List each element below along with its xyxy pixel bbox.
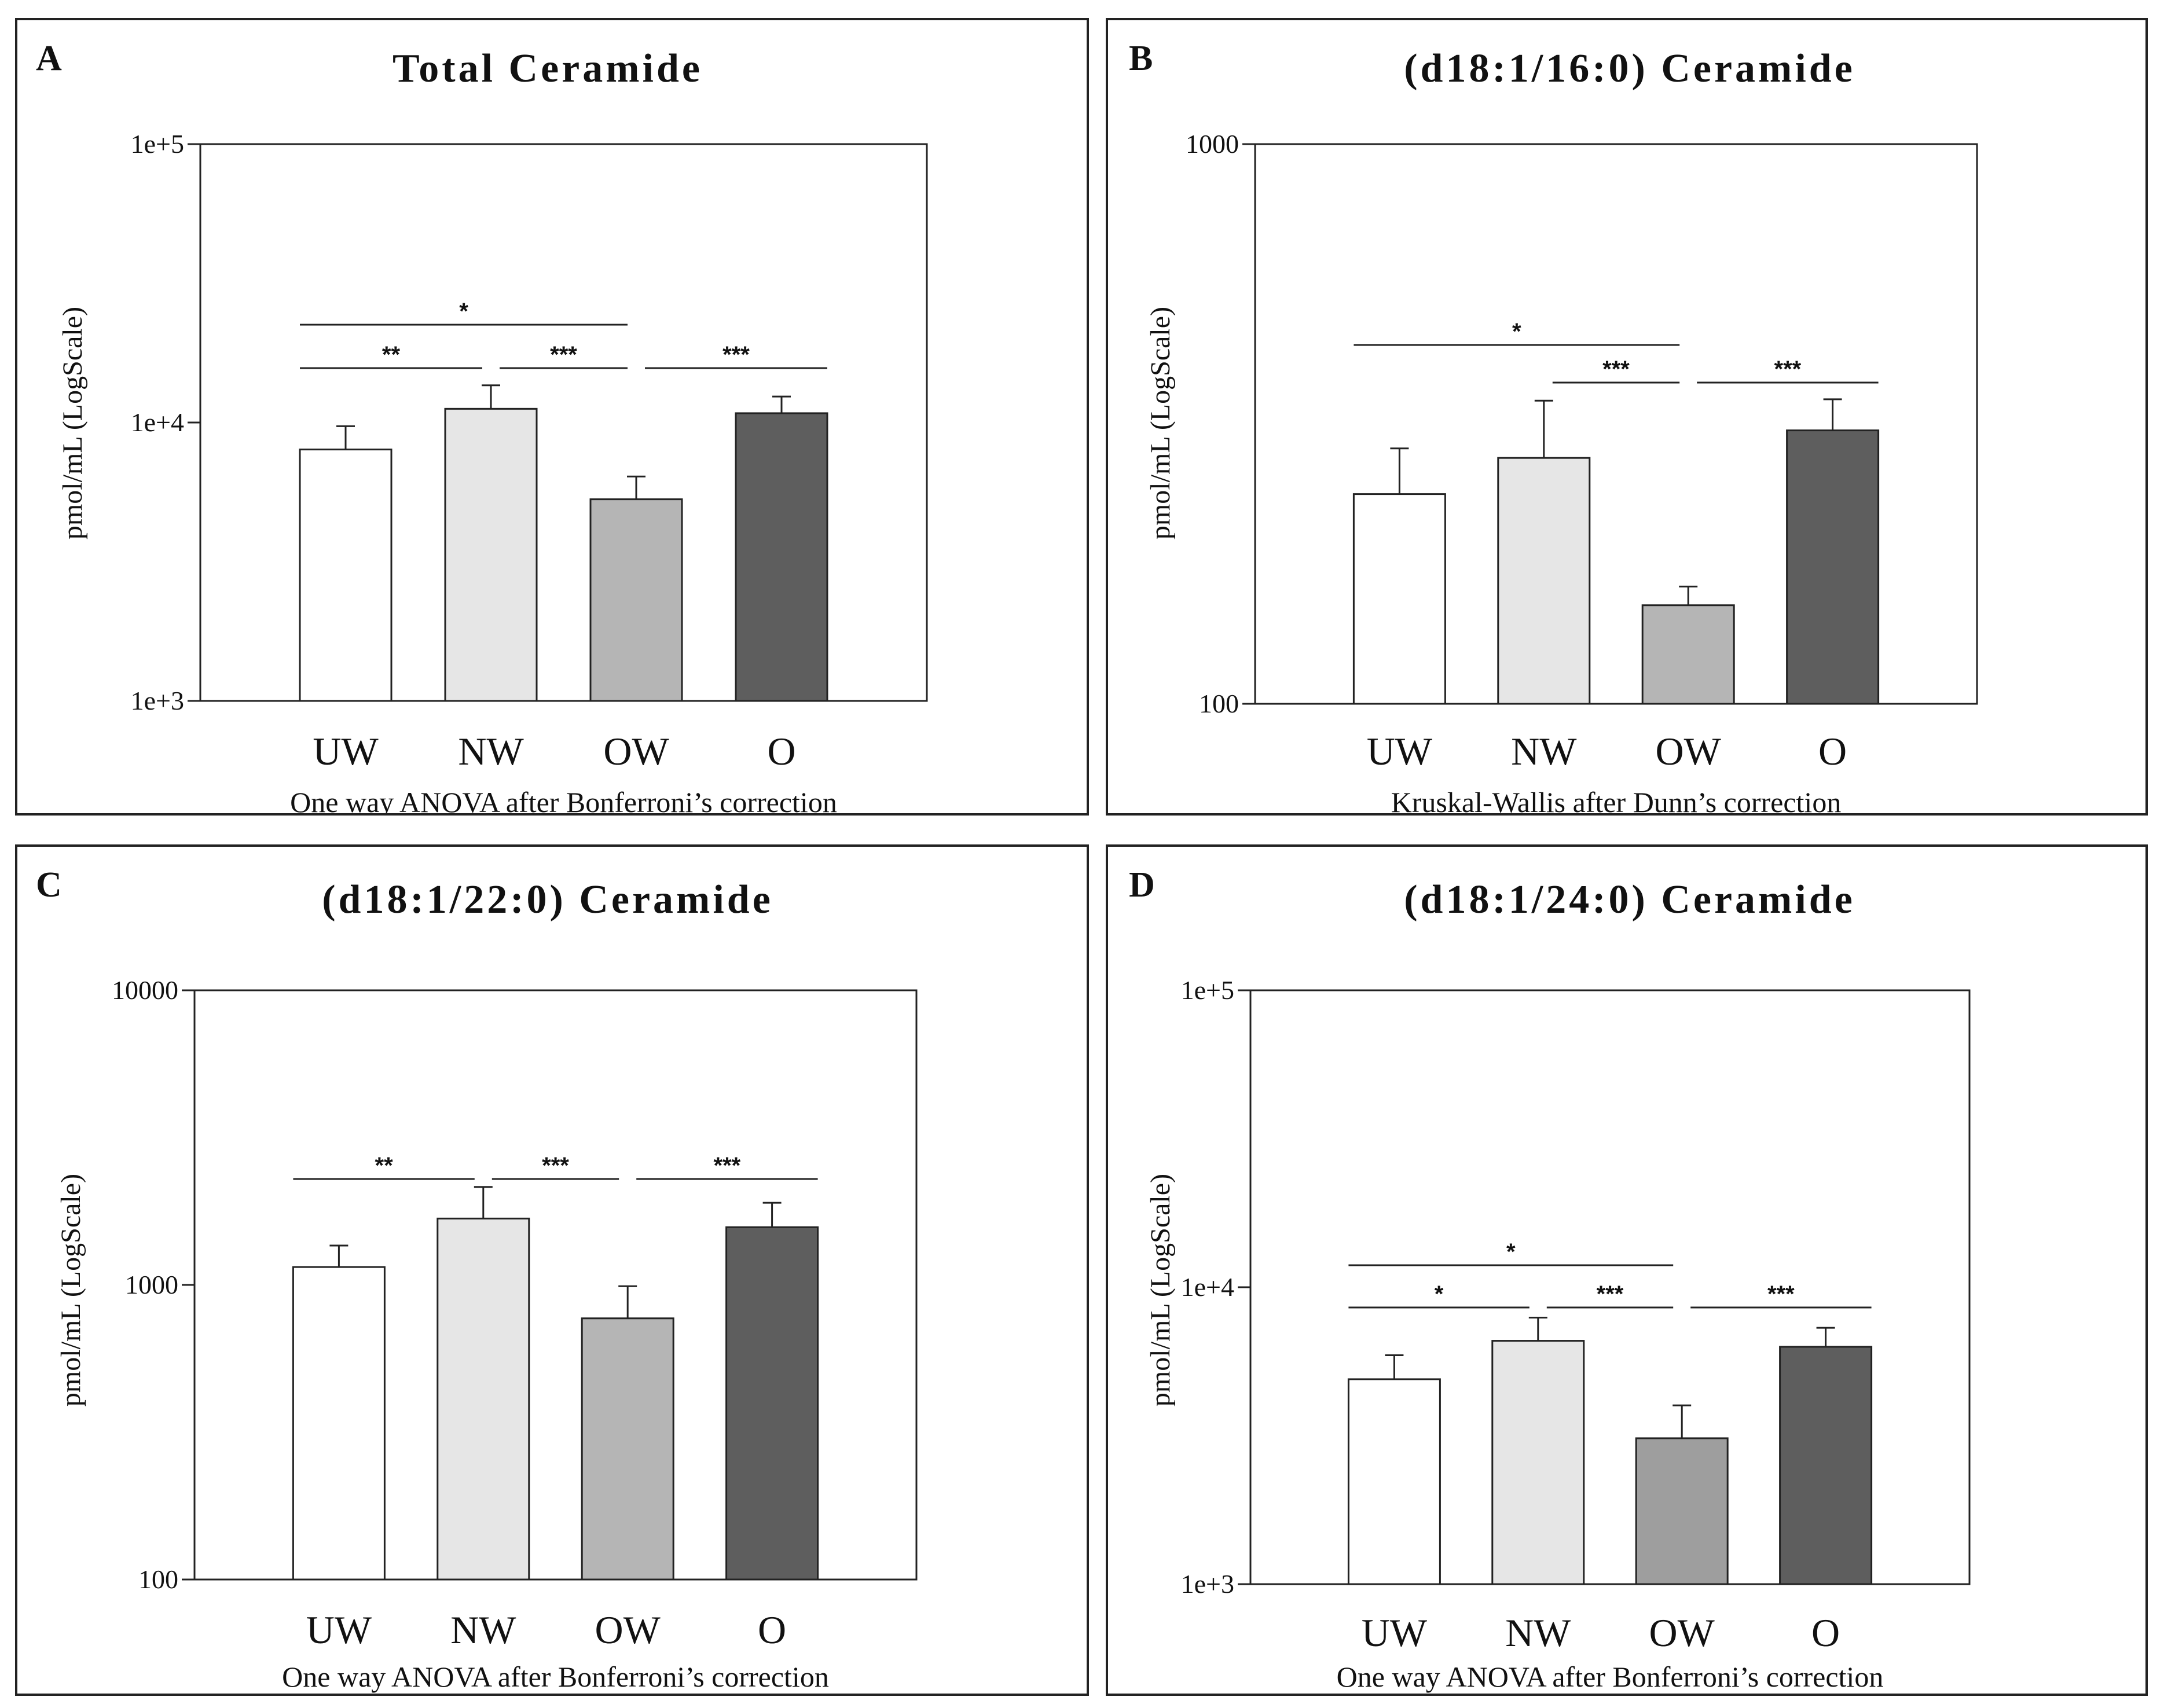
panel-ceramide-24-0: D (d18:1/24:0) Ceramide 1e+3 1e+4 1e+5 pmol/m…: [1106, 844, 2148, 1696]
category-label: UW: [1367, 729, 1433, 773]
significance-label: *: [1512, 319, 1521, 344]
bar: [1491, 1340, 1585, 1585]
panel-letter: D: [1129, 865, 1155, 905]
y-tick-label: 10000: [112, 975, 178, 1005]
category-label: O: [758, 1608, 786, 1652]
y-tick-label: 1e+5: [131, 129, 184, 159]
category-label: UW: [1362, 1611, 1428, 1655]
x-axis-caption: One way ANOVA after Bonferroni’s correct…: [290, 786, 837, 813]
category-label: OW: [595, 1608, 661, 1652]
category-label: NW: [1505, 1611, 1571, 1655]
category-label: O: [1811, 1611, 1840, 1655]
category-label: OW: [1649, 1611, 1715, 1655]
bar: [292, 1266, 386, 1581]
y-tick-label: 1e+5: [1181, 975, 1234, 1005]
y-tick-label: 1e+4: [131, 407, 184, 437]
significance-label: ***: [1774, 357, 1802, 382]
bar: [1347, 1378, 1441, 1585]
y-axis-label: pmol/mL (LogScale): [1145, 307, 1176, 539]
x-axis-caption: Kruskal-Wallis after Dunn’s correction: [1391, 786, 1842, 813]
category-label: NW: [458, 729, 524, 773]
chart-title: (d18:1/22:0) Ceramide: [322, 877, 773, 922]
significance-label: ***: [550, 342, 577, 368]
y-axis-label: pmol/mL (LogScale): [57, 307, 88, 539]
category-label: OW: [1656, 729, 1722, 773]
category-label: O: [1818, 729, 1847, 773]
bar: [1641, 604, 1735, 705]
chart-title: (d18:1/16:0) Ceramide: [1404, 46, 1855, 91]
y-tick-label: 1e+4: [1181, 1272, 1234, 1302]
bar: [1635, 1437, 1729, 1585]
category-label: UW: [306, 1608, 372, 1652]
bar: [1779, 1346, 1873, 1585]
x-axis-caption: One way ANOVA after Bonferroni’s correct…: [282, 1661, 829, 1693]
bar: [299, 449, 393, 702]
y-tick-label: 1000: [1186, 129, 1239, 159]
bar: [735, 412, 828, 702]
category-label: O: [767, 729, 795, 773]
y-tick-label: 1e+3: [131, 686, 184, 715]
chart-svg: C (d18:1/22:0) Ceramide 100 1000 10000 pmol/m…: [36, 865, 918, 1693]
significance-label: ***: [542, 1153, 569, 1178]
panel-total-ceramide: A Total Ceramide 1e+3 1e+4 1e+5 pmol/mL (LogS…: [15, 18, 1089, 816]
significance-label: *: [1435, 1281, 1444, 1307]
significance-label: ***: [714, 1153, 741, 1178]
bar: [1786, 429, 1880, 705]
chart-svg: A Total Ceramide 1e+3 1e+4 1e+5 pmol/mL (LogS…: [36, 39, 928, 813]
significance-label: ***: [1597, 1281, 1624, 1307]
y-tick-label: 100: [138, 1564, 178, 1594]
chart-svg: B (d18:1/16:0) Ceramide 100 1000 pmol/mL (Lo…: [1129, 39, 1978, 813]
y-tick-label: 1000: [125, 1270, 178, 1299]
panel-ceramide-16-0: B (d18:1/16:0) Ceramide 100 1000 pmol/mL (Lo…: [1106, 18, 2148, 816]
significance-label: **: [382, 342, 401, 368]
panel-letter: A: [36, 39, 62, 78]
bar: [444, 407, 538, 702]
chart-title: (d18:1/24:0) Ceramide: [1404, 877, 1855, 922]
significance-label: ***: [1602, 357, 1630, 382]
y-axis-label: pmol/mL (LogScale): [1145, 1174, 1176, 1406]
panel-letter: B: [1129, 39, 1153, 78]
chart-svg: D (d18:1/24:0) Ceramide 1e+3 1e+4 1e+5 pmol/m…: [1129, 865, 1971, 1693]
bar: [1352, 493, 1446, 705]
bar: [581, 1317, 674, 1581]
x-axis-caption: One way ANOVA after Bonferroni’s correct…: [1337, 1661, 1884, 1693]
significance-label: *: [459, 299, 468, 324]
category-label: OW: [603, 729, 669, 773]
significance-label: ***: [722, 342, 750, 368]
bar: [589, 498, 683, 702]
y-axis-label: pmol/mL (LogScale): [56, 1174, 86, 1406]
panel-letter: C: [36, 865, 62, 905]
plot-frame: [1254, 143, 1978, 705]
bar: [725, 1226, 819, 1581]
panel-ceramide-22-0: C (d18:1/22:0) Ceramide 100 1000 10000 pmol/m…: [15, 844, 1089, 1696]
significance-label: *: [1506, 1239, 1516, 1265]
category-label: UW: [313, 729, 379, 773]
category-label: NW: [450, 1608, 516, 1652]
y-tick-label: 100: [1199, 689, 1239, 718]
y-tick-label: 1e+3: [1181, 1569, 1234, 1599]
significance-label: ***: [1767, 1281, 1795, 1307]
chart-title: Total Ceramide: [393, 46, 703, 91]
category-label: NW: [1511, 729, 1577, 773]
bar: [1497, 457, 1591, 705]
bar: [437, 1217, 530, 1581]
significance-label: **: [375, 1153, 394, 1178]
